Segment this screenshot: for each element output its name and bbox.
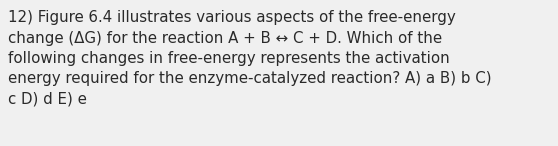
Text: 12) Figure 6.4 illustrates various aspects of the free-energy
change (ΔG) for th: 12) Figure 6.4 illustrates various aspec… bbox=[8, 10, 492, 107]
